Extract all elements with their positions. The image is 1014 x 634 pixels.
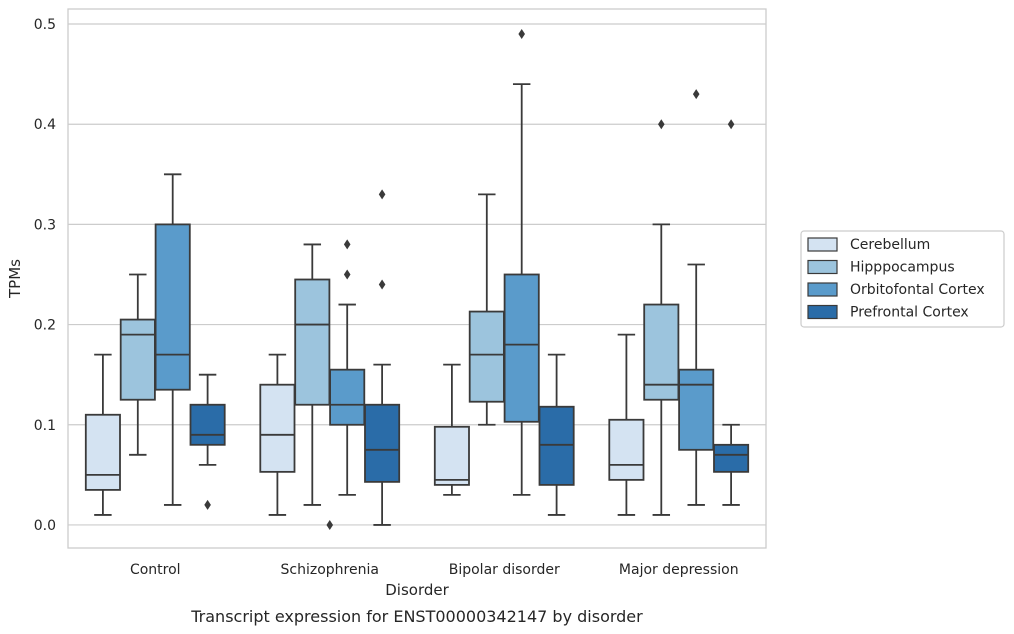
outlier-point xyxy=(326,519,334,530)
outlier-point xyxy=(658,119,665,130)
chart-caption: Transcript expression for ENST0000034214… xyxy=(190,607,643,626)
box-iqr xyxy=(119,318,156,401)
box-iqr xyxy=(329,368,366,426)
box-iqr xyxy=(189,403,226,446)
y-tick-label: 0.5 xyxy=(34,17,56,33)
y-axis-ticks: 0.0 0.1 0.2 0.3 0.4 0.5 xyxy=(34,17,56,534)
outlier-point xyxy=(378,189,386,200)
box-iqr xyxy=(433,425,470,486)
legend-label: Cerebellum xyxy=(850,237,930,253)
box-iqr xyxy=(608,418,645,481)
box-iqr xyxy=(468,310,505,403)
legend-label: Orbitofontal Cortex xyxy=(850,282,985,298)
box-iqr xyxy=(154,223,191,391)
outlier-point xyxy=(343,239,351,250)
box-iqr xyxy=(538,405,575,486)
box-hipppocampus xyxy=(468,193,505,426)
outlier-point xyxy=(343,269,351,280)
x-axis-label: Disorder xyxy=(385,581,449,599)
legend: Cerebellum Hipppocampus Orbitofontal Corte… xyxy=(800,230,1005,328)
box-orbitofontal-cortex xyxy=(678,89,715,506)
box-cerebellum xyxy=(84,353,121,516)
y-tick-label: 0.2 xyxy=(34,318,56,334)
legend-swatch xyxy=(807,282,838,297)
box-prefrontal-cortex xyxy=(189,373,226,510)
box-groups xyxy=(84,29,750,530)
plot-frame xyxy=(67,8,767,549)
box-iqr xyxy=(678,368,715,451)
legend-swatch xyxy=(807,304,838,320)
legend-swatch xyxy=(807,259,838,275)
box-orbitofontal-cortex xyxy=(154,173,191,506)
outlier-point xyxy=(727,119,735,130)
box-orbitofontal-cortex xyxy=(329,239,366,496)
outlier-point xyxy=(518,29,525,40)
box-hipppocampus xyxy=(643,119,680,516)
outlier-point xyxy=(378,279,386,290)
box-prefrontal-cortex xyxy=(364,189,401,526)
legend-label: Hipppocampus xyxy=(850,260,955,276)
y-tick-label: 0.4 xyxy=(34,117,56,133)
box-iqr xyxy=(294,278,331,406)
x-tick-label: Major depression xyxy=(619,562,739,578)
x-axis-ticks: Control Schizophrenia Bipolar disorder Majo… xyxy=(130,562,739,578)
box-cerebellum xyxy=(433,363,470,496)
legend-swatch xyxy=(807,237,838,252)
y-tick-label: 0.0 xyxy=(34,518,56,534)
box-iqr xyxy=(713,443,750,473)
legend-label: Prefrontal Cortex xyxy=(850,305,969,321)
box-prefrontal-cortex xyxy=(538,353,575,516)
box-hipppocampus xyxy=(119,273,156,456)
outlier-point xyxy=(692,89,700,100)
x-tick-label: Schizophrenia xyxy=(281,562,379,578)
box-cerebellum xyxy=(259,353,296,516)
box-iqr xyxy=(259,383,296,473)
y-axis-label: TPMs xyxy=(6,259,24,299)
box-iqr xyxy=(84,413,121,491)
box-orbitofontal-cortex xyxy=(503,29,540,496)
x-tick-label: Control xyxy=(130,562,181,578)
box-iqr xyxy=(364,403,401,483)
y-tick-label: 0.1 xyxy=(34,418,56,434)
box-iqr xyxy=(503,273,540,423)
box-prefrontal-cortex xyxy=(713,119,750,506)
legend-frame xyxy=(800,230,1005,328)
box-hipppocampus xyxy=(294,243,331,506)
outlier-point xyxy=(204,499,211,510)
x-tick-label: Bipolar disorder xyxy=(449,562,560,578)
y-tick-label: 0.3 xyxy=(34,217,56,233)
box-cerebellum xyxy=(608,333,645,516)
